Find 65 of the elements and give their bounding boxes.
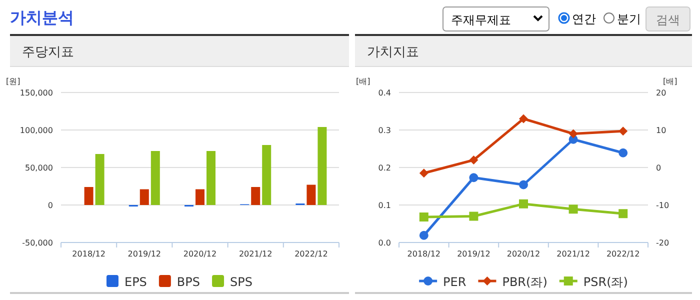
x-tick-label: 2021/12: [556, 250, 590, 258]
text: 검색: [656, 13, 680, 27]
text: 가치분석: [10, 8, 74, 27]
x-tick-label: 2020/12: [506, 250, 540, 258]
y-axis-title: [배]: [356, 77, 370, 86]
chart-title: 가치지표: [367, 45, 419, 60]
x-tick-label: 2021/12: [238, 250, 272, 258]
legend-label: PBR(좌): [502, 275, 548, 289]
y-tick-label: 0.2: [378, 164, 391, 172]
bar: [84, 187, 94, 205]
y2-tick-label: 10: [656, 126, 666, 135]
y-tick-label: 0.0: [378, 238, 391, 248]
point: [618, 209, 628, 218]
point: [419, 212, 428, 222]
text: 주재무제표: [451, 13, 511, 27]
point: [618, 148, 628, 158]
point: [519, 114, 528, 124]
legend-label: EPS: [124, 275, 147, 289]
point: [469, 173, 478, 182]
point: [419, 230, 428, 240]
bar: [306, 184, 316, 205]
x-tick-label: 2019/12: [128, 250, 162, 258]
y-tick-label: 0: [48, 201, 53, 210]
bar: [150, 151, 160, 205]
y-axis-title: [원]: [6, 77, 20, 86]
y2-tick-label: 20: [656, 88, 666, 98]
point: [519, 199, 528, 208]
bar: [251, 187, 260, 205]
legend-label: BPS: [176, 275, 200, 289]
x-tick-label: 2019/12: [457, 250, 490, 258]
text: 연간: [572, 12, 596, 26]
bar: [318, 127, 327, 205]
x-tick-label: 2022/12: [294, 250, 328, 258]
legend-label: SPS: [230, 275, 253, 289]
point: [568, 129, 578, 138]
x-tick-label: 2020/12: [183, 250, 217, 258]
x-tick-label: 2018/12: [407, 250, 441, 258]
bar: [262, 145, 272, 205]
y-tick-label: 100,000: [20, 126, 53, 135]
point: [469, 212, 478, 221]
bar: [196, 189, 204, 205]
x-tick-label: 2022/12: [606, 250, 640, 258]
bar: [206, 151, 216, 205]
y-tick-label: 150,000: [20, 88, 53, 98]
legend-label: PER: [443, 275, 466, 289]
point: [419, 168, 428, 178]
y-tick-label: 50,000: [25, 164, 53, 172]
y2-axis-title: [배]: [663, 77, 678, 86]
y-tick-label: 0.1: [378, 201, 391, 210]
y-tick-label: 0.4: [378, 88, 391, 98]
legend-label: PSR(좌): [583, 275, 628, 289]
point: [618, 126, 628, 136]
point: [519, 180, 528, 190]
x-tick-label: 2018/12: [72, 250, 106, 258]
point: [469, 156, 478, 164]
y-tick-label: 0.3: [378, 126, 391, 135]
y2-tick-label: 0: [656, 164, 662, 172]
chart-title: 주당지표: [22, 45, 74, 60]
text: 분기: [617, 12, 641, 26]
bar: [140, 189, 149, 205]
y2-tick-label: -20: [656, 238, 670, 248]
y2-tick-label: -10: [656, 201, 670, 210]
y-tick-label: -50,000: [22, 238, 53, 248]
bar: [95, 154, 104, 205]
point: [568, 204, 578, 214]
